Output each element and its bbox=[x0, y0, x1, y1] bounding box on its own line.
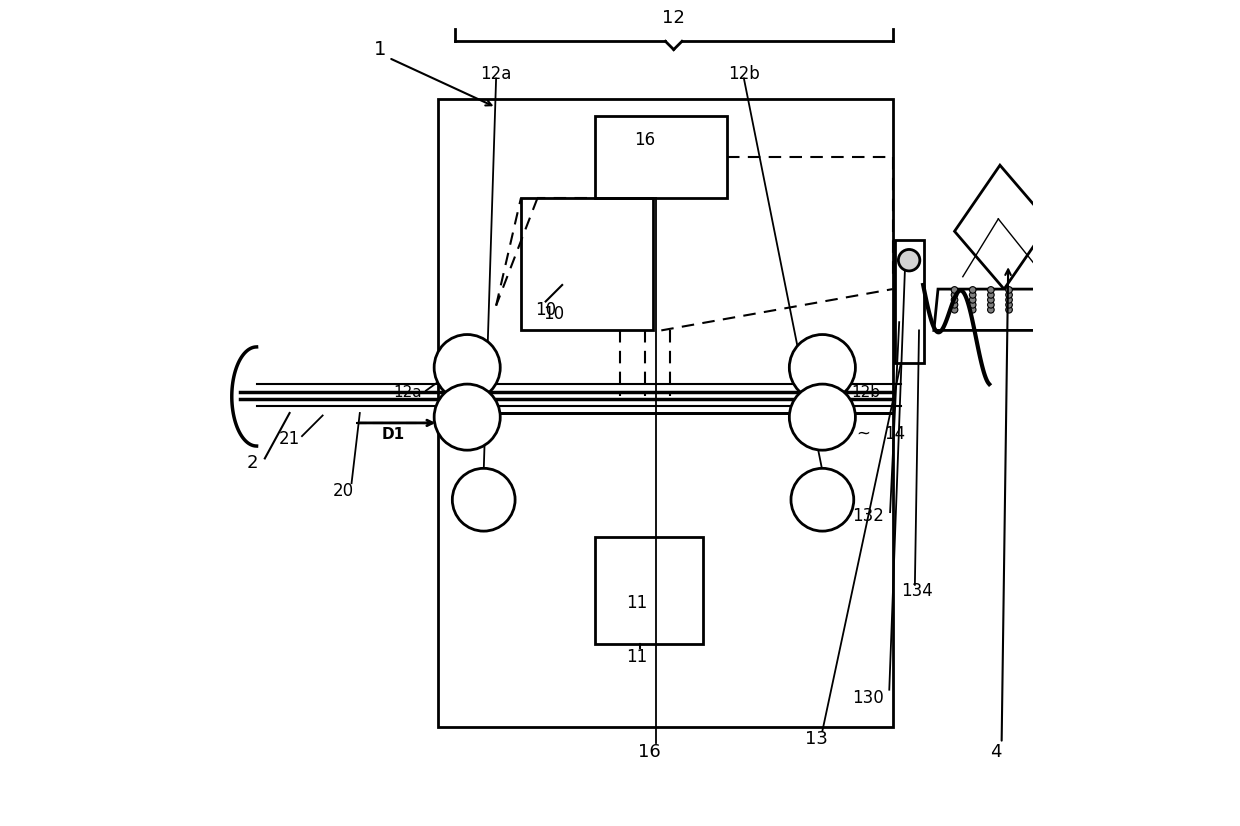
Text: 12: 12 bbox=[662, 9, 686, 27]
Circle shape bbox=[970, 297, 976, 303]
Circle shape bbox=[987, 297, 994, 303]
Circle shape bbox=[790, 335, 856, 401]
Text: 12b: 12b bbox=[852, 385, 880, 400]
Circle shape bbox=[951, 292, 957, 298]
Text: 10: 10 bbox=[536, 301, 557, 319]
Bar bbox=[438, 413, 893, 727]
Circle shape bbox=[970, 306, 976, 313]
Circle shape bbox=[951, 297, 957, 303]
Circle shape bbox=[1006, 301, 1012, 308]
Text: 134: 134 bbox=[901, 582, 934, 600]
Text: 10: 10 bbox=[543, 305, 564, 323]
Circle shape bbox=[1006, 287, 1012, 293]
Bar bbox=[521, 198, 653, 330]
Text: 12a: 12a bbox=[480, 65, 512, 83]
Polygon shape bbox=[934, 289, 1049, 330]
Circle shape bbox=[951, 287, 957, 293]
Circle shape bbox=[970, 301, 976, 308]
Text: 4: 4 bbox=[990, 743, 1002, 761]
Bar bbox=[595, 116, 728, 198]
Circle shape bbox=[791, 468, 854, 531]
Circle shape bbox=[970, 292, 976, 298]
Bar bbox=[595, 537, 703, 644]
Circle shape bbox=[898, 249, 920, 271]
Circle shape bbox=[951, 306, 957, 313]
Text: 16: 16 bbox=[634, 131, 656, 150]
Circle shape bbox=[1006, 306, 1012, 313]
Circle shape bbox=[987, 287, 994, 293]
Circle shape bbox=[951, 301, 957, 308]
Text: 12a: 12a bbox=[393, 385, 422, 400]
Circle shape bbox=[1006, 292, 1012, 298]
Text: 1: 1 bbox=[374, 40, 387, 59]
Text: 11: 11 bbox=[626, 648, 647, 666]
Text: 11: 11 bbox=[626, 594, 647, 612]
Bar bbox=[438, 99, 893, 413]
Text: 12b: 12b bbox=[728, 65, 760, 83]
Polygon shape bbox=[955, 165, 1049, 289]
Text: 130: 130 bbox=[852, 689, 884, 707]
Text: 20: 20 bbox=[332, 482, 353, 501]
Circle shape bbox=[790, 384, 856, 450]
Circle shape bbox=[987, 306, 994, 313]
Circle shape bbox=[453, 468, 515, 531]
Circle shape bbox=[987, 292, 994, 298]
Text: 16: 16 bbox=[637, 743, 660, 761]
Circle shape bbox=[970, 287, 976, 293]
Text: 13: 13 bbox=[805, 730, 828, 748]
Circle shape bbox=[434, 384, 500, 450]
Text: 21: 21 bbox=[279, 430, 300, 449]
Bar bbox=[898, 306, 919, 330]
Text: D1: D1 bbox=[381, 427, 404, 442]
Text: 14: 14 bbox=[884, 425, 905, 443]
Text: 2: 2 bbox=[247, 453, 258, 472]
Text: ~: ~ bbox=[857, 425, 870, 443]
Circle shape bbox=[987, 301, 994, 308]
Bar bbox=[895, 240, 924, 363]
Circle shape bbox=[434, 335, 500, 401]
Text: 132: 132 bbox=[852, 507, 884, 525]
Circle shape bbox=[1006, 297, 1012, 303]
